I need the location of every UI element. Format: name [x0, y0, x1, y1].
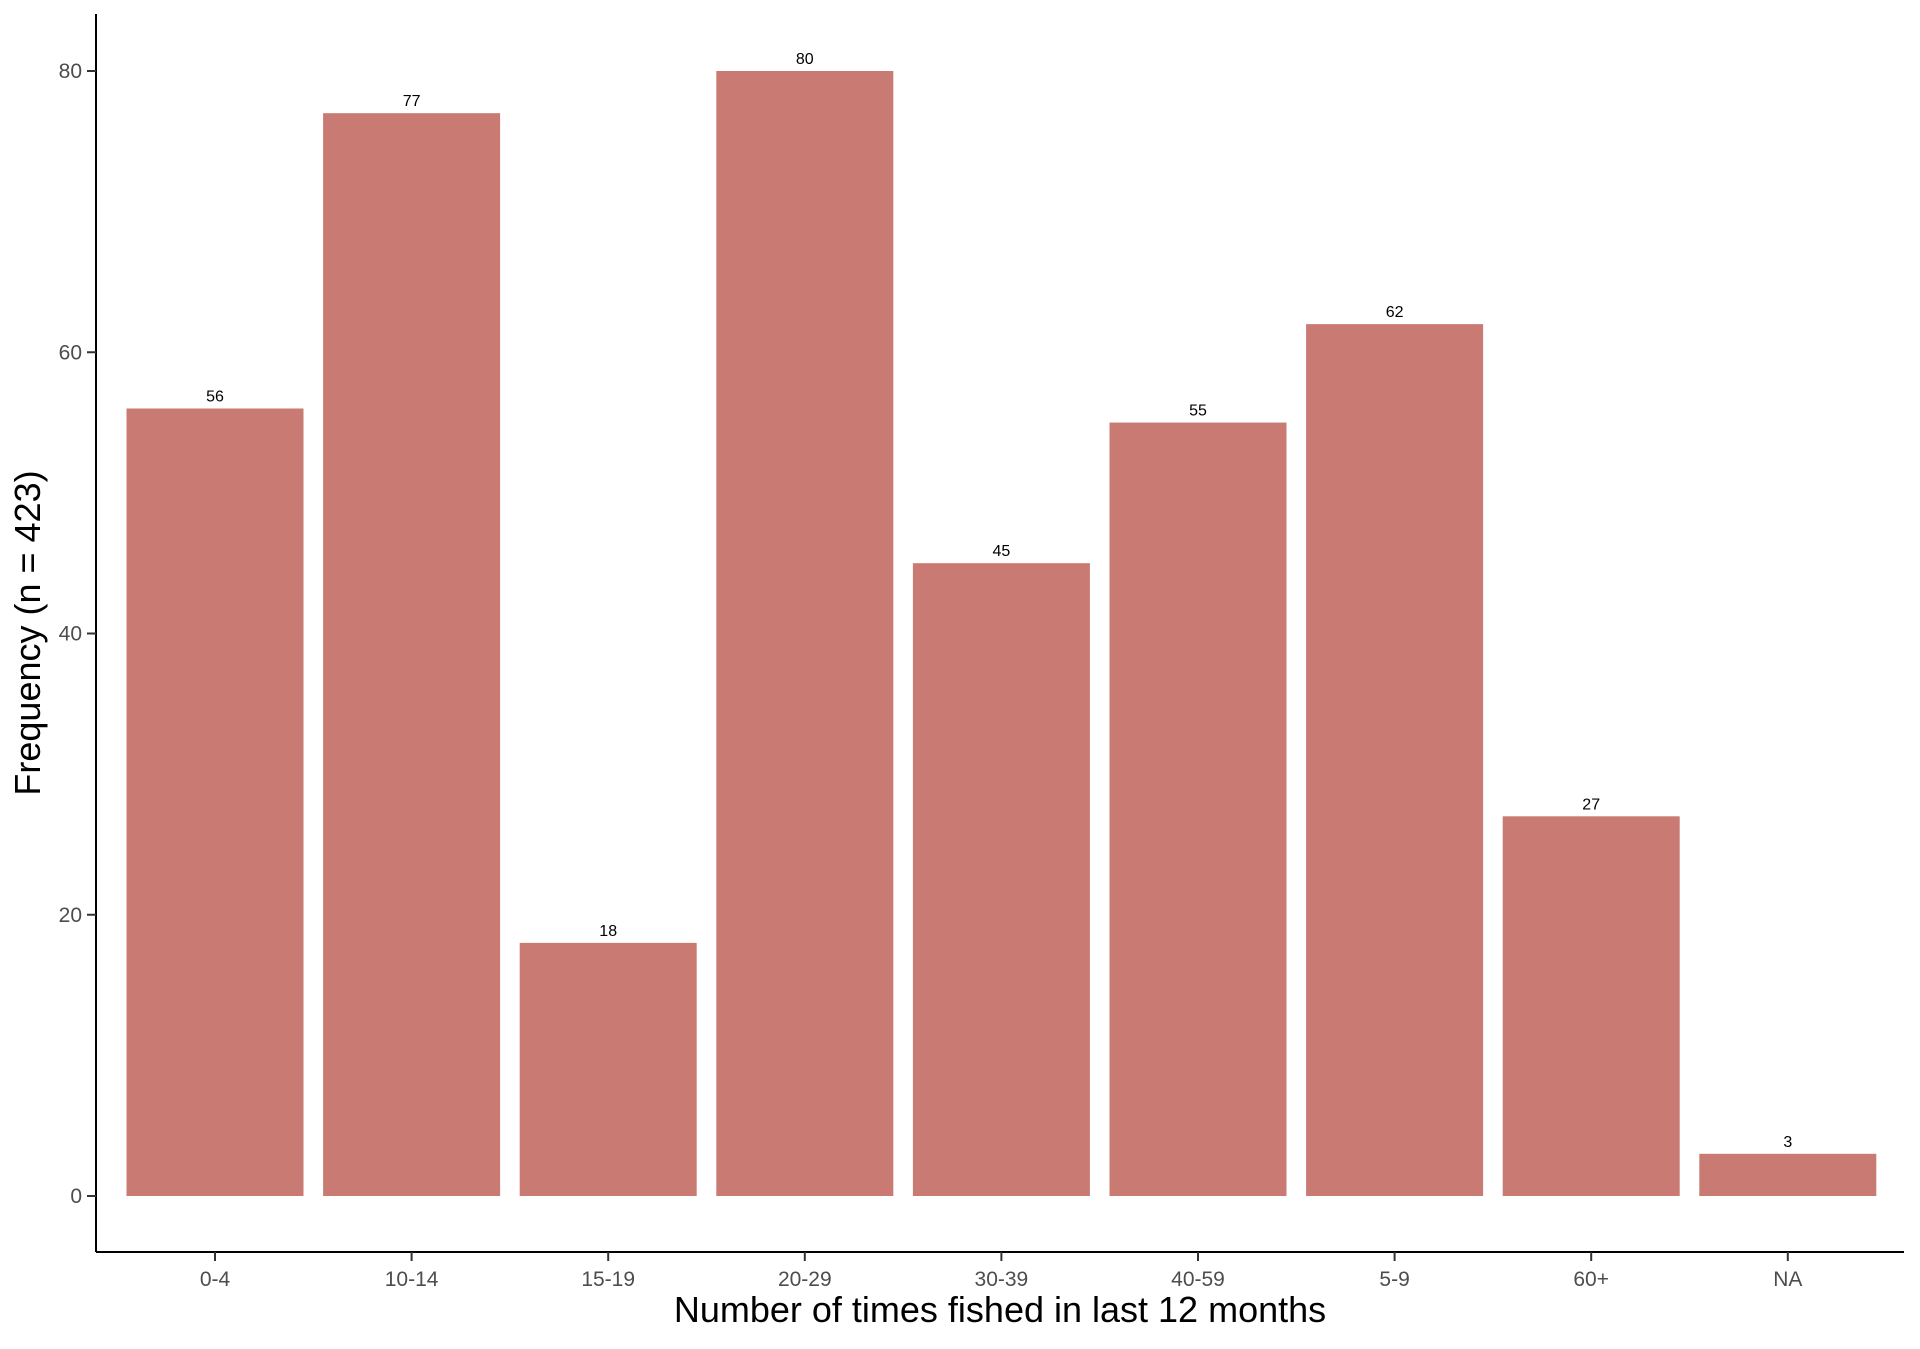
y-axis-title: Frequency (n = 423) — [7, 470, 48, 795]
bar-value-label-20-29: 80 — [796, 51, 814, 68]
bar-30-39 — [912, 563, 1090, 1196]
bar-15-19 — [519, 942, 697, 1196]
y-tick-label-20: 20 — [59, 904, 82, 927]
y-tick-label-0: 0 — [70, 1185, 82, 1208]
bar-value-label-60+: 27 — [1582, 796, 1600, 813]
bar-40-59 — [1109, 422, 1287, 1196]
x-tick-label-60+: 60+ — [1573, 1268, 1609, 1291]
bar-NA — [1699, 1153, 1877, 1196]
bar-10-14 — [323, 113, 501, 1196]
y-tick-label-40: 40 — [59, 623, 82, 646]
x-tick-label-15-19: 15-19 — [581, 1268, 635, 1291]
x-tick-label-40-59: 40-59 — [1171, 1268, 1225, 1291]
bar-value-label-30-39: 45 — [993, 543, 1011, 560]
x-ticks-layer: 0-4 10-14 15-19 20-29 30-39 40-59 5-9 60+ NA — [200, 1252, 1802, 1291]
bar-value-label-NA: 3 — [1783, 1134, 1792, 1151]
x-tick-label-30-39: 30-39 — [975, 1268, 1029, 1291]
bar-20-29 — [716, 71, 894, 1196]
y-tick-label-80: 80 — [59, 60, 82, 83]
bar-value-label-10-14: 77 — [403, 93, 421, 110]
bar-value-label-40-59: 55 — [1189, 403, 1207, 420]
bar-5-9 — [1306, 324, 1484, 1196]
x-axis-title: Number of times fished in last 12 months — [674, 1289, 1326, 1330]
y-ticks-layer: 0 20 40 60 80 — [59, 60, 96, 1208]
bar-60+ — [1502, 816, 1680, 1196]
value-labels-layer: 56 77 18 80 45 55 62 27 3 — [206, 51, 1792, 1151]
bar-value-label-5-9: 62 — [1386, 304, 1404, 321]
bars-layer — [126, 71, 1877, 1196]
x-tick-label-10-14: 10-14 — [385, 1268, 439, 1291]
bar-value-label-0-4: 56 — [206, 389, 224, 406]
x-tick-label-NA: NA — [1773, 1268, 1802, 1291]
x-tick-label-5-9: 5-9 — [1379, 1268, 1409, 1291]
x-tick-label-20-29: 20-29 — [778, 1268, 832, 1291]
bar-value-label-15-19: 18 — [599, 923, 617, 940]
x-tick-label-0-4: 0-4 — [200, 1268, 231, 1291]
y-tick-label-60: 60 — [59, 341, 82, 364]
bar-0-4 — [126, 408, 304, 1196]
